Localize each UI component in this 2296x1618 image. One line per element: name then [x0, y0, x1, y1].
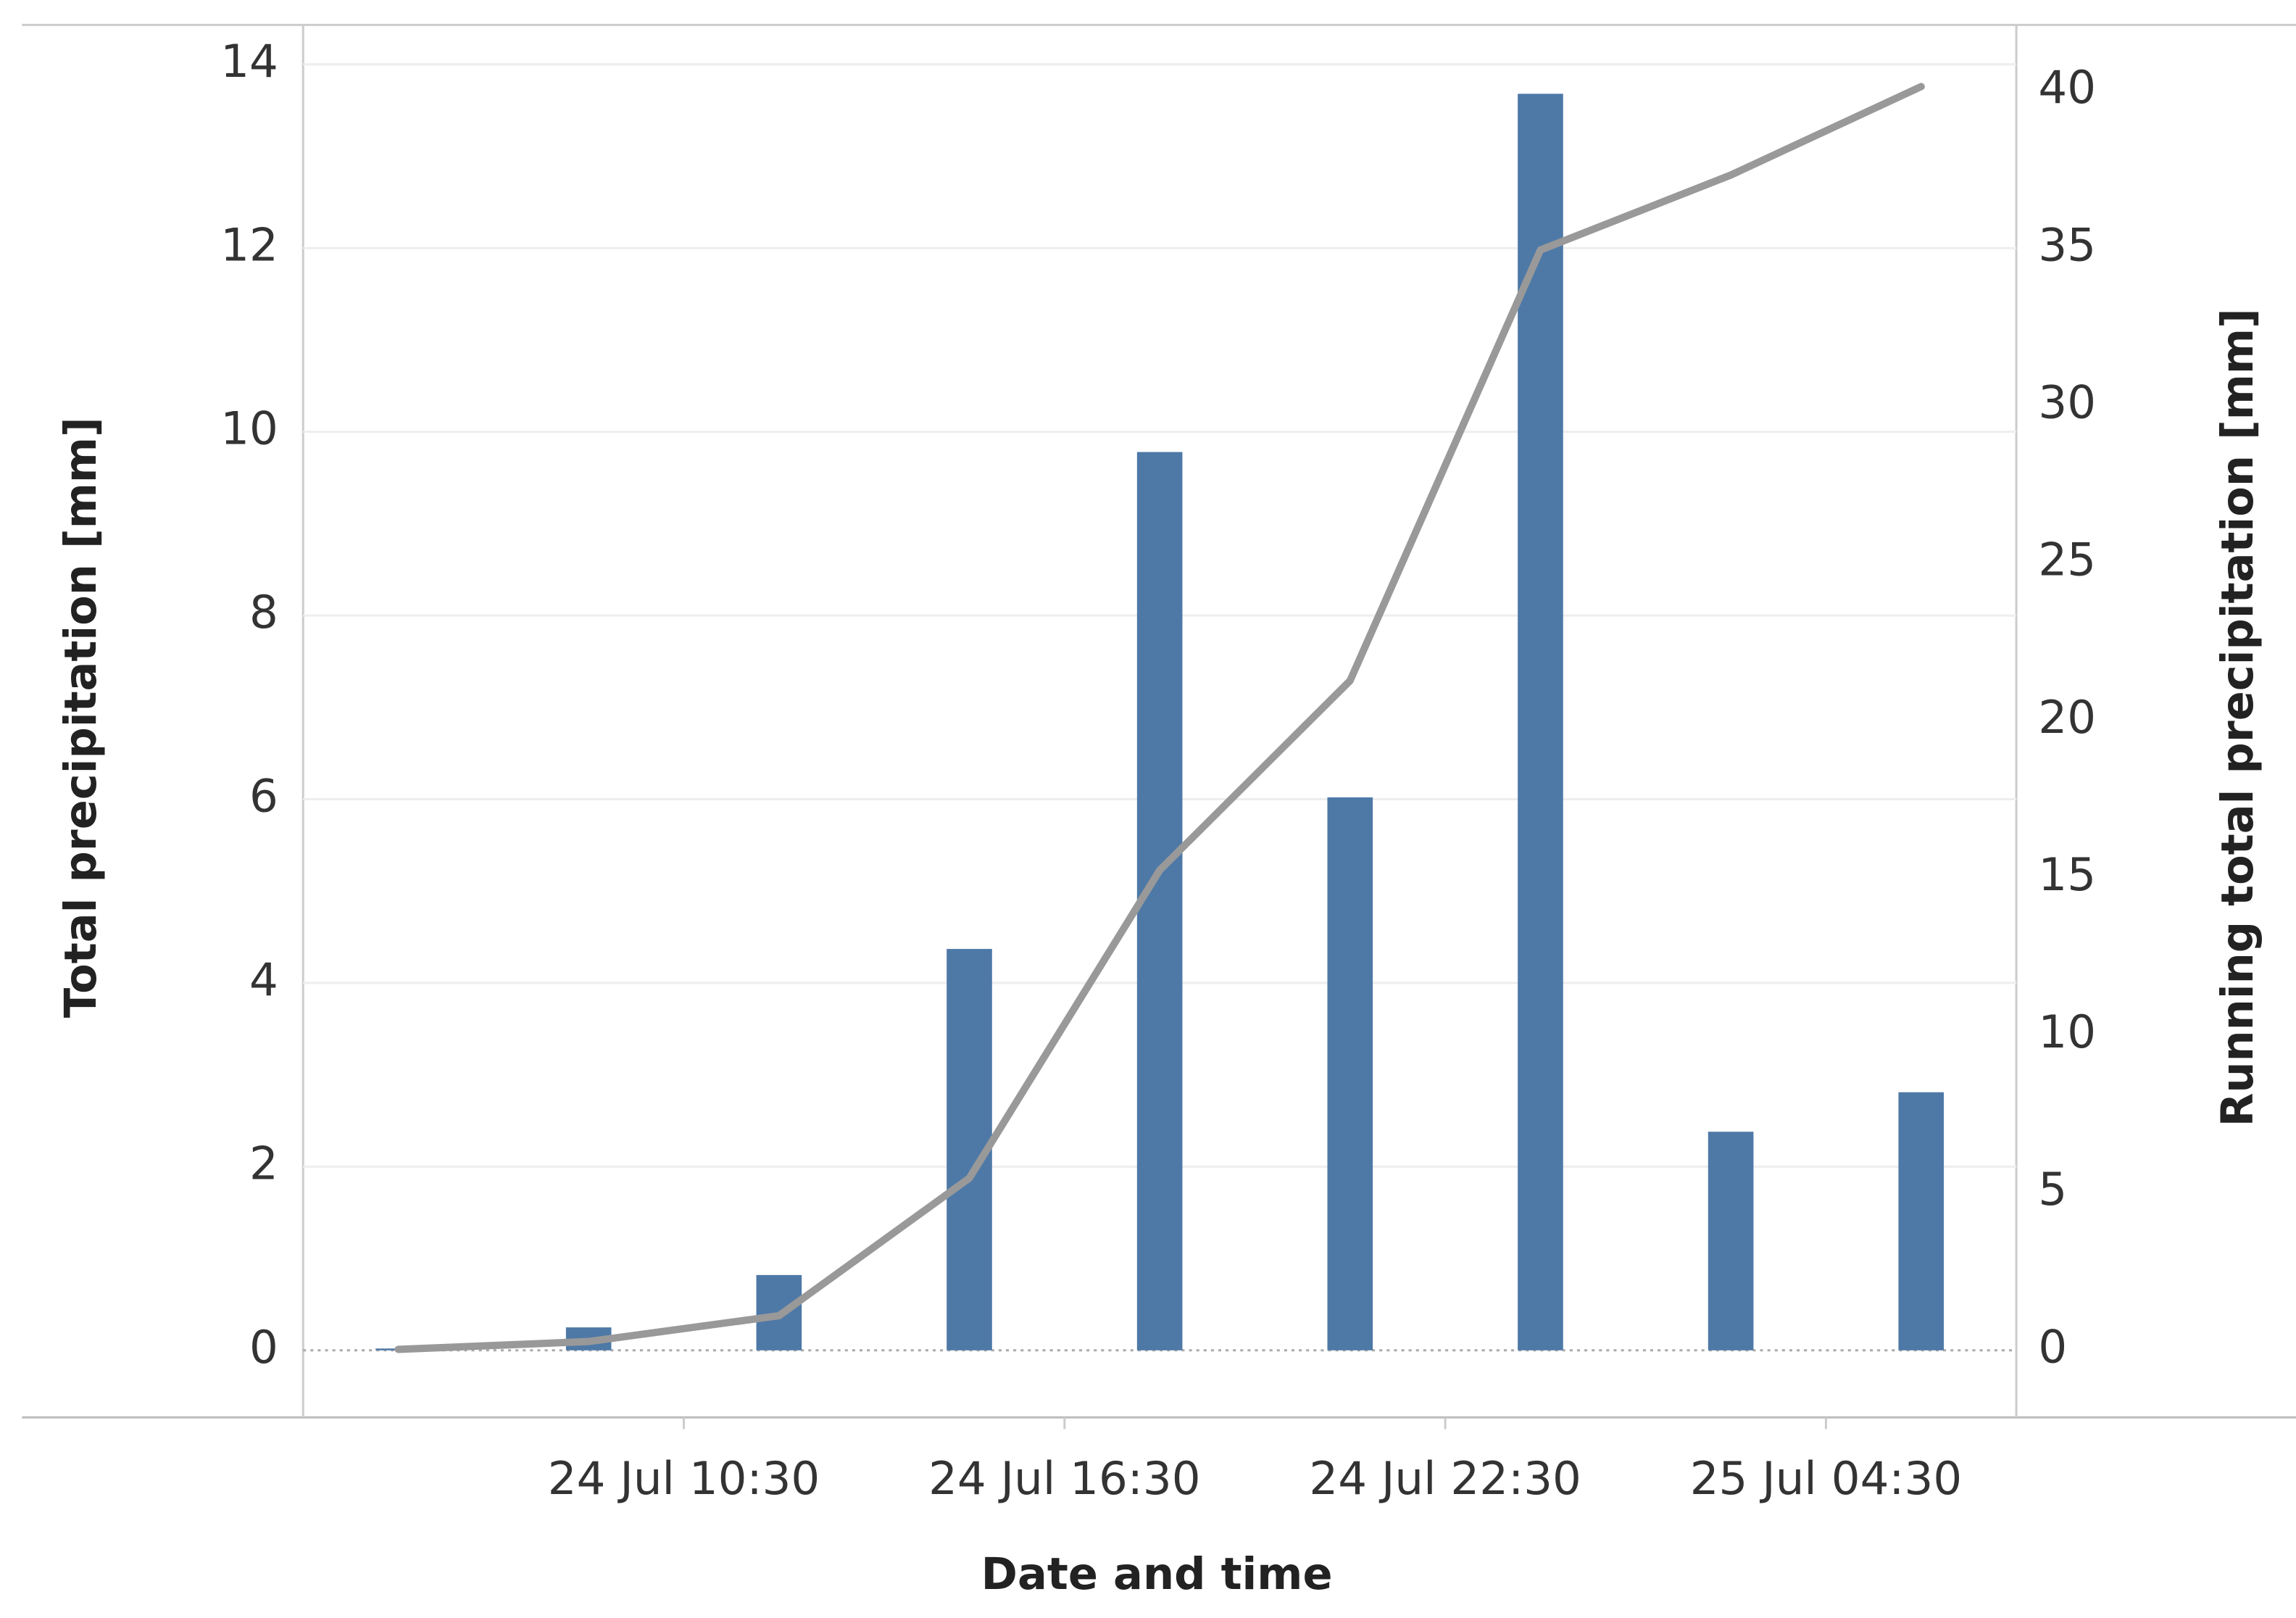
y2-tick-label: 35 — [2038, 218, 2096, 271]
y2-tick-label: 10 — [2038, 1005, 2096, 1058]
y2-axis-title: Running total precipitation [mm] — [2213, 308, 2263, 1127]
bar — [1327, 797, 1373, 1351]
y2-tick-label: 5 — [2038, 1163, 2067, 1216]
bar — [1898, 1092, 1944, 1351]
y-axis-title: Total precipitation [mm] — [56, 417, 107, 1018]
y-tick-label: 8 — [249, 586, 278, 639]
x-tick-label: 24 Jul 22:30 — [1309, 1452, 1581, 1505]
bar — [1708, 1132, 1754, 1351]
y-tick-label: 4 — [249, 953, 278, 1006]
y-tick-label: 14 — [220, 35, 278, 88]
y2-tick-label: 0 — [2038, 1320, 2067, 1373]
x-tick-label: 24 Jul 10:30 — [548, 1452, 820, 1505]
y2-tick-label: 25 — [2038, 534, 2096, 586]
y-tick-label: 12 — [220, 218, 278, 271]
y2-tick-label: 40 — [2038, 61, 2096, 114]
y-tick-label: 10 — [220, 402, 278, 455]
y-tick-label: 0 — [249, 1321, 278, 1374]
y2-tick-label: 15 — [2038, 848, 2096, 901]
bar — [1518, 94, 1563, 1351]
x-tick-label: 25 Jul 04:30 — [1690, 1452, 1962, 1505]
y-tick-label: 6 — [249, 770, 278, 823]
y-tick-label: 2 — [249, 1137, 278, 1190]
line — [394, 83, 1925, 1353]
y2-tick-label: 20 — [2038, 691, 2096, 744]
y2-tick-label: 30 — [2038, 376, 2096, 428]
x-axis-title: Date and time — [981, 1549, 1333, 1600]
x-tick-label: 24 Jul 16:30 — [928, 1452, 1200, 1505]
